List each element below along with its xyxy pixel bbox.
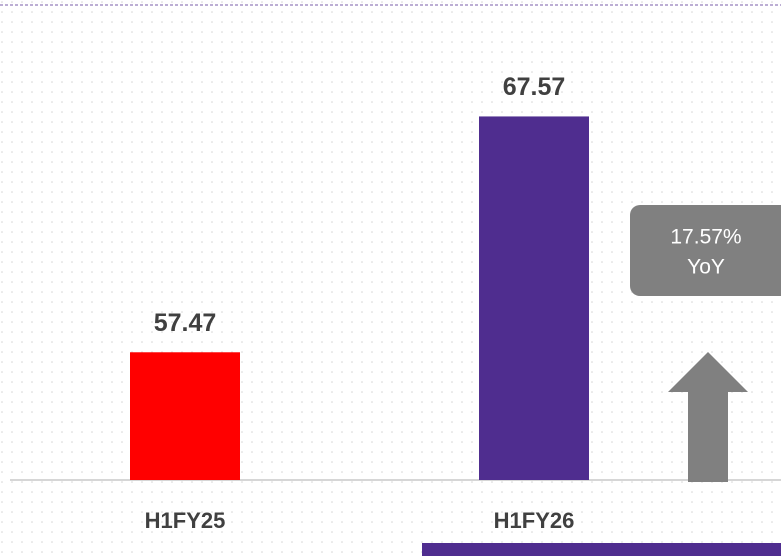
annotation-box bbox=[630, 205, 781, 296]
annotation-text: 17.57% bbox=[670, 226, 741, 249]
bar bbox=[479, 116, 589, 481]
value-label: 57.47 bbox=[154, 309, 217, 337]
up-arrow bbox=[668, 352, 748, 482]
footer-bar bbox=[422, 543, 781, 556]
x-tick-label: H1FY26 bbox=[494, 508, 575, 533]
value-label: 67.57 bbox=[503, 73, 566, 101]
bar bbox=[130, 352, 240, 480]
x-tick-label: H1FY25 bbox=[145, 508, 226, 533]
annotation-text: YoY bbox=[687, 256, 725, 279]
